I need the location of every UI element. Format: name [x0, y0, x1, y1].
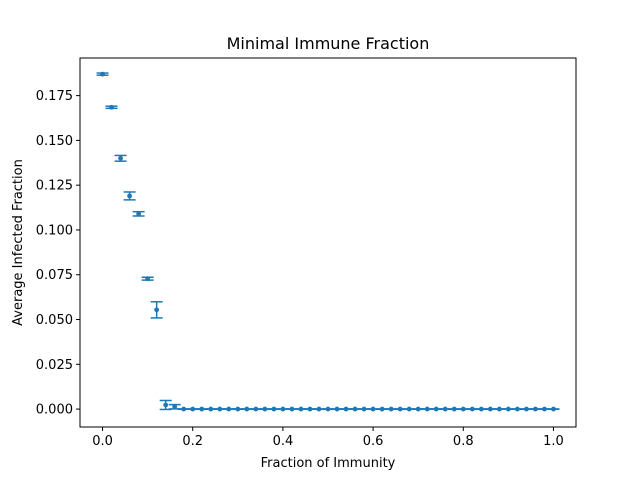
data-point: [136, 211, 142, 217]
y-tick-label: 0.125: [36, 179, 73, 194]
data-point: [217, 406, 223, 412]
data-point: [118, 155, 123, 161]
data-point: [433, 406, 439, 412]
data-point: [307, 406, 313, 412]
data-point: [109, 104, 114, 110]
y-tick-label: 0.075: [36, 268, 73, 283]
x-tick-label: 0.4: [273, 434, 294, 449]
data-point: [163, 402, 169, 408]
data-point: [262, 406, 268, 412]
x-tick-label: 0.6: [363, 434, 384, 449]
data-point: [190, 406, 196, 412]
data-point: [415, 406, 421, 412]
x-tick-label: 0.8: [453, 434, 474, 449]
data-point: [226, 406, 232, 412]
y-axis-label: Average Infected Fraction: [11, 159, 26, 326]
data-point: [127, 193, 132, 199]
data-point: [361, 406, 367, 412]
data-point: [496, 406, 502, 412]
data-point: [235, 406, 241, 412]
y-tick-label: 0.100: [36, 223, 73, 238]
data-point: [244, 406, 250, 412]
chart-title: Minimal Immune Fraction: [227, 34, 430, 53]
x-tick-label: 0.0: [92, 434, 113, 449]
data-point: [271, 406, 277, 412]
data-point: [370, 406, 376, 412]
data-point: [199, 406, 205, 412]
data-point: [505, 406, 511, 412]
y-tick-label: 0.050: [36, 313, 73, 328]
data-point: [352, 406, 358, 412]
y-tick-label: 0.025: [36, 358, 73, 373]
data-point: [397, 406, 403, 412]
plot-frame: [79, 57, 577, 428]
data-point: [487, 406, 493, 412]
data-point: [524, 406, 529, 412]
x-tick-label: 1.0: [543, 434, 564, 449]
data-point: [343, 406, 349, 412]
data-point: [451, 406, 457, 412]
data-point: [145, 276, 151, 282]
y-axis: 0.000 0.025 0.050 0.075 0.100 0.125 0.150 0.175: [36, 89, 80, 418]
data-series: [96, 71, 560, 412]
data-point: [469, 406, 475, 412]
data-point: [253, 406, 259, 412]
data-point: [460, 406, 466, 412]
data-point: [100, 71, 105, 77]
x-axis-label: Fraction of Immunity: [261, 456, 396, 471]
data-point: [289, 406, 295, 412]
data-point: [514, 406, 520, 412]
data-point: [154, 307, 160, 313]
x-axis: 0.0 0.2 0.4 0.6 0.8 1.0: [92, 427, 564, 449]
data-point: [298, 406, 304, 412]
data-point: [181, 406, 187, 412]
data-point: [334, 406, 340, 412]
data-point: [442, 406, 448, 412]
data-point: [208, 406, 214, 412]
y-tick-label: 0.175: [36, 89, 73, 104]
data-point: [379, 406, 385, 412]
y-tick-label: 0.150: [36, 134, 73, 149]
data-point: [424, 406, 430, 412]
data-point: [551, 406, 556, 412]
data-point: [280, 406, 286, 412]
data-point: [533, 406, 538, 412]
data-point: [542, 406, 547, 412]
x-tick-label: 0.2: [182, 434, 203, 449]
data-point: [478, 406, 484, 412]
y-tick-label: 0.000: [36, 403, 73, 418]
data-point: [316, 406, 322, 412]
data-point: [388, 406, 394, 412]
data-point: [172, 404, 178, 410]
data-point: [325, 406, 331, 412]
data-point: [406, 406, 412, 412]
